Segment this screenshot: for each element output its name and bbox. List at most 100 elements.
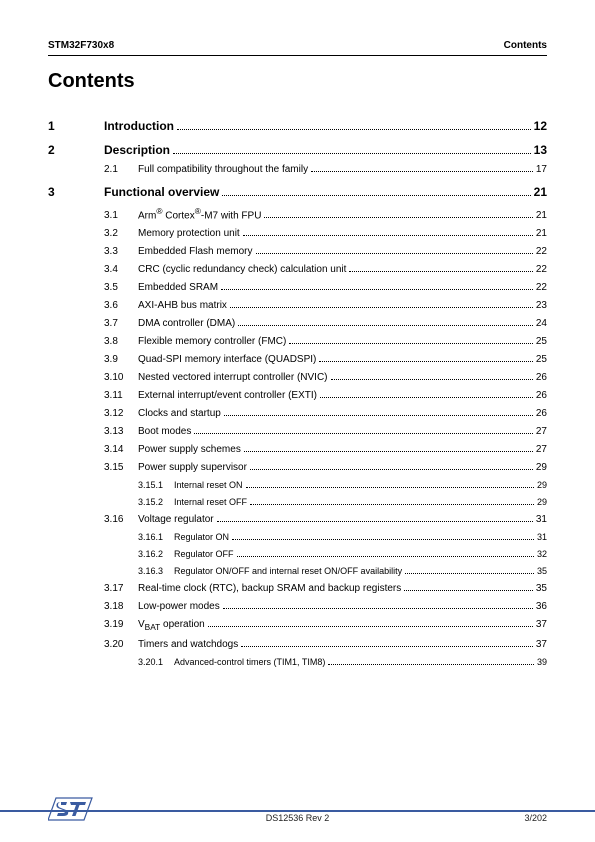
section-page: 23 [536,300,547,311]
section-page: 22 [536,282,547,293]
toc-dots [328,664,534,665]
section-number: 3.5 [104,282,138,293]
toc-section: 3.3Embedded Flash memory22 [48,246,547,257]
toc-section: 3.9Quad-SPI memory interface (QUADSPI)25 [48,354,547,365]
toc-dots [217,521,533,522]
toc-dots [404,590,533,591]
toc-dots [230,307,533,308]
subsection-page: 35 [537,566,547,576]
subsection-number: 3.20.1 [138,657,174,667]
toc-section: 3.4CRC (cyclic redundancy check) calcula… [48,264,547,275]
section-number: 3.7 [104,318,138,329]
toc-section: 3.8Flexible memory controller (FMC)25 [48,336,547,347]
toc-dots [264,217,532,218]
section-title: Voltage regulator [138,514,214,525]
section-title: Nested vectored interrupt controller (NV… [138,372,328,383]
toc-section: 3.1Arm® Cortex®-M7 with FPU 21 [48,206,547,221]
toc-dots [194,433,533,434]
toc-chapter: 3Functional overview21 [48,185,547,199]
toc-dots [331,379,533,380]
section-title: Clocks and startup [138,408,221,419]
section-number: 2.1 [104,164,138,175]
section-page: 17 [536,164,547,175]
subsection-title: Internal reset OFF [174,497,247,507]
section-title: DMA controller (DMA) [138,318,235,329]
subsection-page: 32 [537,549,547,559]
table-of-contents: 1Introduction12 2Description13 2.1Full com… [48,119,547,667]
toc-dots [250,504,534,505]
toc-section: 3.20Timers and watchdogs37 [48,639,547,650]
section-title: Low-power modes [138,601,220,612]
section-page: 26 [536,390,547,401]
toc-chapter: 1Introduction12 [48,119,547,133]
section-title: Real-time clock (RTC), backup SRAM and b… [138,583,401,594]
toc-dots [246,487,534,488]
section-title: Boot modes [138,426,191,437]
subsection-title: Regulator OFF [174,549,234,559]
section-number: 3.19 [104,619,138,630]
section-page: 27 [536,444,547,455]
section-page: 21 [536,228,547,239]
section-title: Full compatibility throughout the family [138,164,308,175]
chapter-number: 2 [48,143,104,157]
toc-dots [320,397,533,398]
header-section: Contents [504,40,547,51]
toc-dots [221,289,533,290]
toc-dots [238,325,533,326]
section-page: 36 [536,601,547,612]
subsection-title: Regulator ON/OFF and internal reset ON/O… [174,566,402,576]
section-title: Quad-SPI memory interface (QUADSPI) [138,354,316,365]
section-title: AXI-AHB bus matrix [138,300,227,311]
toc-dots [405,573,534,574]
chapter-title: Introduction [104,119,174,133]
toc-dots [319,361,532,362]
st-logo [48,794,96,824]
toc-dots [173,153,531,154]
section-number: 3.15 [104,462,138,473]
chapter-number: 3 [48,185,104,199]
toc-chapter: 2Description13 [48,143,547,157]
toc-dots [177,129,531,130]
section-number: 3.20 [104,639,138,650]
chapter-title: Description [104,143,170,157]
section-number: 3.1 [104,210,138,221]
toc-section: 3.17Real-time clock (RTC), backup SRAM a… [48,583,547,594]
section-page: 21 [536,210,547,221]
section-title: CRC (cyclic redundancy check) calculatio… [138,264,346,275]
subsection-number: 3.16.3 [138,566,174,576]
toc-dots [224,415,533,416]
section-page: 35 [536,583,547,594]
subsection-number: 3.15.2 [138,497,174,507]
section-title: Memory protection unit [138,228,240,239]
subsection-title: Advanced-control timers (TIM1, TIM8) [174,657,325,667]
section-title: External interrupt/event controller (EXT… [138,390,317,401]
section-title: Power supply schemes [138,444,241,455]
section-number: 3.3 [104,246,138,257]
toc-section: 2.1Full compatibility throughout the fam… [48,164,547,175]
section-number: 3.17 [104,583,138,594]
subsection-title: Internal reset ON [174,480,243,490]
toc-section: 3.11External interrupt/event controller … [48,390,547,401]
subsection-number: 3.16.1 [138,532,174,542]
section-title: Arm® Cortex®-M7 with FPU [138,206,261,221]
section-number: 3.12 [104,408,138,419]
subsection-page: 29 [537,497,547,507]
toc-section: 3.10Nested vectored interrupt controller… [48,372,547,383]
section-page: 31 [536,514,547,525]
toc-subsection: 3.16.2Regulator OFF32 [48,549,547,559]
section-title: Embedded SRAM [138,282,218,293]
section-page: 26 [536,408,547,419]
toc-subsection: 3.20.1Advanced-control timers (TIM1, TIM… [48,657,547,667]
section-number: 3.4 [104,264,138,275]
subsection-title: Regulator ON [174,532,229,542]
section-page: 37 [536,639,547,650]
section-title: Embedded Flash memory [138,246,253,257]
subsection-page: 39 [537,657,547,667]
toc-section: 3.5Embedded SRAM 22 [48,282,547,293]
toc-section: 3.16Voltage regulator31 [48,514,547,525]
toc-dots [289,343,533,344]
toc-dots [244,451,533,452]
section-title: VBAT operation [138,619,205,632]
chapter-title: Functional overview [104,185,219,199]
toc-section: 3.18Low-power modes36 [48,601,547,612]
